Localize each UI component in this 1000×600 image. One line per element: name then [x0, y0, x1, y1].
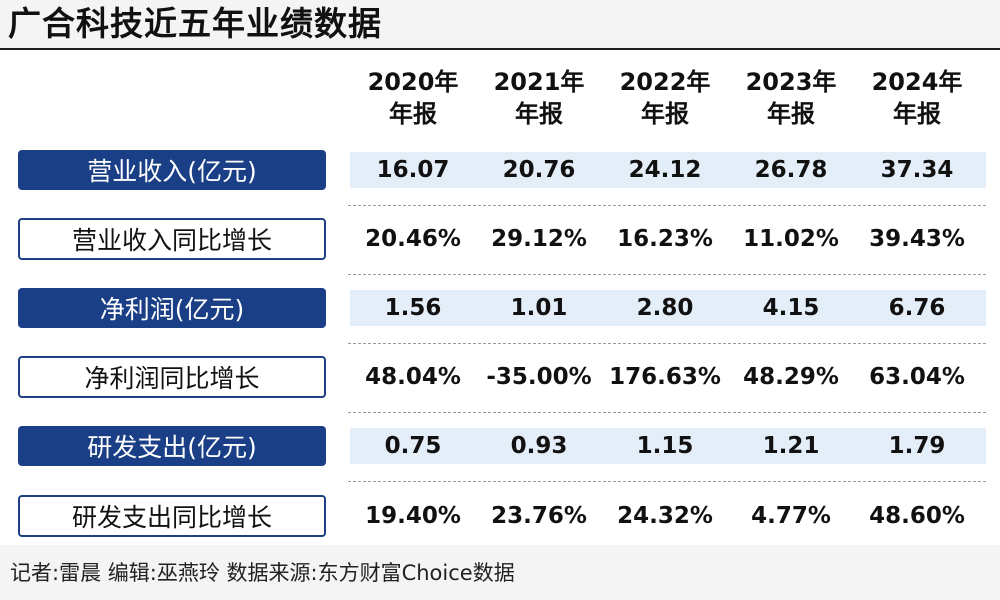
column-header-line: 2024年 [871, 68, 963, 96]
table-cell: 19.40% [365, 503, 461, 529]
column-header-4: 2024年年报 [854, 66, 980, 130]
table-cell: 1.15 [636, 433, 694, 459]
column-header-line: 年报 [515, 100, 563, 128]
table-cell: 63.04% [869, 364, 965, 390]
table-cell: 48.29% [743, 364, 839, 390]
table-cell: 24.32% [617, 503, 713, 529]
column-header-line: 2020年 [367, 68, 459, 96]
table-cell: 48.60% [869, 503, 965, 529]
table-cell: 0.75 [384, 433, 442, 459]
column-header-line: 2022年 [619, 68, 711, 96]
table-cell: 20.76 [502, 157, 576, 183]
table-cell: 4.77% [751, 503, 831, 529]
row-label: 净利润(亿元) [18, 288, 326, 328]
row-label: 研发支出同比增长 [18, 495, 326, 537]
table-cell: 2.80 [636, 295, 694, 321]
row-separator [348, 274, 986, 275]
column-header-2: 2022年年报 [602, 66, 728, 130]
column-header-line: 年报 [767, 100, 815, 128]
table-cell: 176.63% [609, 364, 721, 390]
row-label: 营业收入(亿元) [18, 150, 326, 190]
table-cell: -35.00% [486, 364, 592, 390]
table-cell: 6.76 [888, 295, 946, 321]
row-highlight [350, 290, 986, 326]
column-header-line: 2021年 [493, 68, 585, 96]
table-cell: 1.21 [762, 433, 820, 459]
row-label: 净利润同比增长 [18, 356, 326, 398]
table-cell: 16.23% [617, 226, 713, 252]
title-divider [0, 48, 1000, 50]
table-cell: 24.12 [628, 157, 702, 183]
column-header-0: 2020年年报 [350, 66, 476, 130]
table-cell: 16.07 [376, 157, 450, 183]
column-header-line: 年报 [893, 100, 941, 128]
table-cell: 39.43% [869, 226, 965, 252]
table-cell: 37.34 [880, 157, 954, 183]
table-cell: 0.93 [510, 433, 568, 459]
table-cell: 1.01 [510, 295, 568, 321]
table-cell: 48.04% [365, 364, 461, 390]
table-cell: 20.46% [365, 226, 461, 252]
column-header-3: 2023年年报 [728, 66, 854, 130]
column-header-line: 年报 [641, 100, 689, 128]
page-title: 广合科技近五年业绩数据 [8, 4, 382, 43]
column-header-line: 年报 [389, 100, 437, 128]
row-separator [348, 412, 986, 413]
column-header-1: 2021年年报 [476, 66, 602, 130]
row-highlight [350, 152, 986, 188]
row-separator [348, 481, 986, 482]
row-separator [348, 343, 986, 344]
row-separator [348, 205, 986, 206]
row-label: 研发支出(亿元) [18, 426, 326, 466]
table-cell: 23.76% [491, 503, 587, 529]
table-cell: 4.15 [762, 295, 820, 321]
column-header-line: 2023年 [745, 68, 837, 96]
credits-footer: 记者:雷晨 编辑:巫燕玲 数据来源:东方财富Choice数据 [10, 561, 515, 585]
row-highlight [350, 428, 986, 464]
table-cell: 11.02% [743, 226, 839, 252]
row-label: 营业收入同比增长 [18, 218, 326, 260]
table-cell: 26.78 [754, 157, 828, 183]
table-cell: 1.79 [888, 433, 946, 459]
table-cell: 1.56 [384, 295, 442, 321]
table-cell: 29.12% [491, 226, 587, 252]
